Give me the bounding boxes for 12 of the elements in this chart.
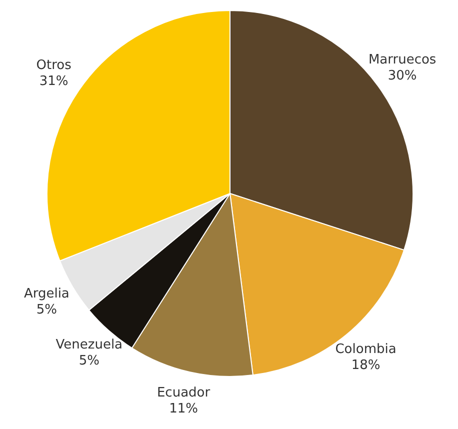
data-label: 5% <box>78 354 100 369</box>
data-label: 18% <box>351 358 380 373</box>
slice-label: Ecuador <box>156 386 211 401</box>
data-label: 11% <box>169 402 198 417</box>
slice-label: Venezuela <box>56 338 123 353</box>
data-label: 31% <box>39 74 68 90</box>
data-label: 5% <box>36 302 57 318</box>
slice-label: Marruecos <box>368 52 436 68</box>
slice-label: Colombia <box>335 342 396 357</box>
data-label: 30% <box>388 68 417 84</box>
slice-label: Argelia <box>24 286 70 302</box>
slice-label: Otros <box>36 58 72 74</box>
